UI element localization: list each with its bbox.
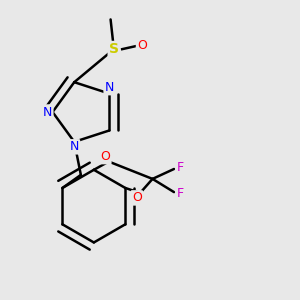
Text: F: F — [176, 161, 184, 174]
Text: N: N — [43, 106, 52, 118]
Text: O: O — [100, 150, 110, 163]
Text: S: S — [109, 42, 119, 56]
Text: F: F — [176, 187, 184, 200]
Text: N: N — [70, 140, 79, 153]
Text: N: N — [105, 81, 114, 94]
Text: O: O — [137, 39, 147, 52]
Text: O: O — [132, 191, 142, 204]
